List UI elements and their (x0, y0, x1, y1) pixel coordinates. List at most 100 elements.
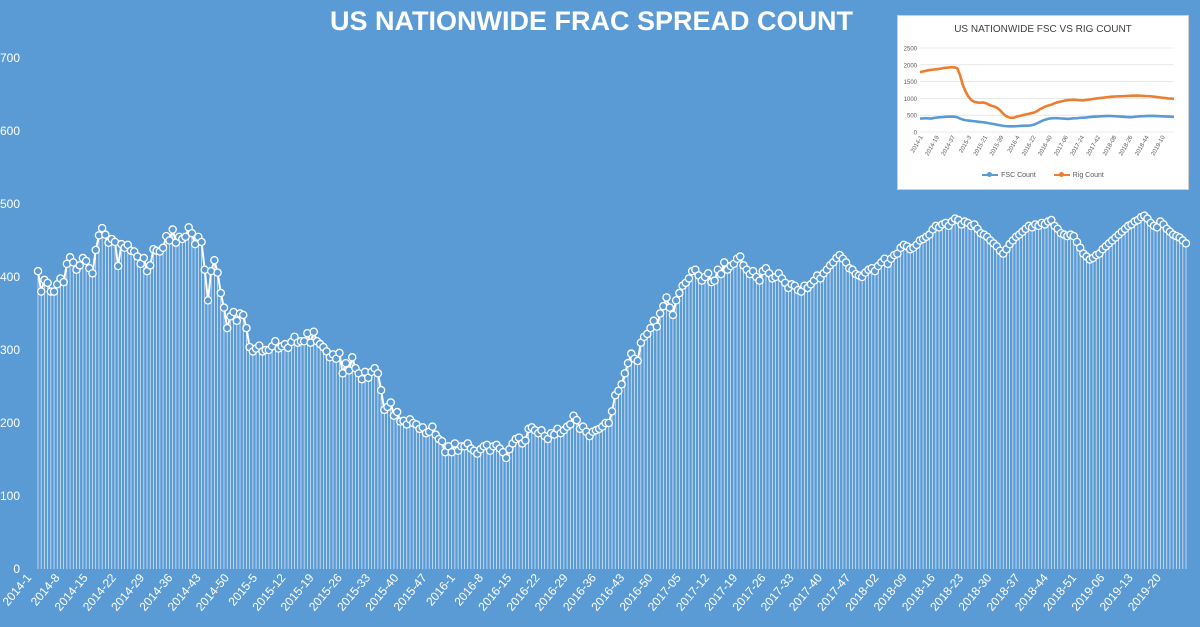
y-tick-label: 200 (0, 416, 20, 430)
inset-x-tick-label: 2015-39 (989, 134, 1006, 157)
data-point (566, 420, 575, 429)
data-point (33, 266, 43, 276)
y-tick-label: 500 (0, 197, 20, 211)
data-point (101, 230, 110, 239)
inset-x-tick-label: 2014-37 (941, 134, 958, 157)
data-point (386, 398, 395, 407)
data-point (341, 358, 351, 368)
inset-y-tick-label: 0 (914, 131, 918, 137)
data-point (113, 261, 123, 271)
data-point (501, 453, 511, 463)
y-tick-label: 300 (0, 343, 20, 357)
data-point (620, 369, 630, 378)
y-tick-label: 600 (0, 124, 20, 138)
data-point (655, 309, 665, 318)
data-point (668, 310, 678, 320)
data-point (210, 255, 219, 265)
data-point (81, 256, 91, 266)
data-point (139, 253, 149, 263)
data-point (59, 277, 68, 287)
data-point (614, 386, 623, 396)
data-point (232, 316, 242, 326)
data-point (348, 353, 357, 362)
drop-lines (37, 215, 1187, 569)
data-point (684, 274, 694, 283)
y-tick-label: 0 (13, 562, 20, 576)
data-point (755, 276, 764, 285)
data-point (242, 323, 251, 333)
x-tick-label: 2014-1 (0, 571, 35, 609)
inset-y-tick-label: 1000 (904, 97, 918, 103)
data-point (91, 245, 100, 255)
inset-y-tick-label: 1500 (904, 80, 918, 86)
data-point (521, 436, 530, 445)
data-point (43, 278, 52, 288)
inset-x-tick-label: 2016-40 (1038, 134, 1055, 157)
legend-item-rig: Rig Count (1053, 172, 1104, 179)
inset-y-tick-label: 500 (907, 114, 918, 120)
y-tick-label: 400 (0, 270, 20, 284)
inset-x-tick-label: 2016-4 (1007, 134, 1022, 154)
data-point (572, 415, 581, 425)
data-point (392, 407, 402, 417)
inset-x-tick-label: 2018-08 (1102, 134, 1119, 157)
data-point (1181, 239, 1191, 248)
data-point (719, 258, 729, 267)
data-point (238, 310, 248, 320)
data-point (373, 369, 383, 378)
data-point (671, 296, 681, 305)
inset-y-tick-label: 2500 (904, 47, 918, 53)
legend-label-fsc: FSC Count (1001, 172, 1036, 179)
inset-x-tick-label: 2017-06 (1054, 134, 1071, 157)
data-point (633, 356, 642, 366)
inset-x-tick-label: 2019-10 (1151, 134, 1168, 157)
data-point (376, 385, 386, 395)
legend-label-rig: Rig Count (1072, 172, 1104, 179)
legend-swatch-rig (1053, 172, 1070, 178)
inset-x-tick-label: 2018-26 (1118, 134, 1135, 157)
data-point (665, 303, 674, 312)
data-point (736, 252, 745, 261)
data-point (145, 261, 155, 270)
data-point (309, 327, 319, 336)
inset-series-line-fsc (919, 114, 1175, 128)
data-point (197, 237, 206, 247)
inset-x-tick-label: 2014-19 (925, 134, 942, 157)
inset-x-tick-label: 2017-24 (1070, 134, 1087, 157)
data-markers (33, 211, 1191, 463)
inset-series-line-rig (919, 65, 1175, 120)
y-tick-label: 700 (0, 51, 20, 65)
inset-chart-plot: 0 500 1000 1500 2000 2500 2014-1 2014-19 2014-37… (904, 47, 1175, 157)
data-point (49, 287, 59, 296)
x-tick-label: 2016-1 (423, 571, 458, 609)
data-point (428, 422, 437, 431)
legend-swatch-fsc (982, 172, 999, 178)
data-point (607, 407, 617, 416)
data-point (203, 296, 213, 305)
data-point (437, 436, 447, 446)
data-point (219, 303, 229, 312)
data-point (168, 225, 177, 234)
inset-chart-title: US NATIONWIDE FSC VS RIG COUNT (954, 24, 1132, 35)
chart-title: US NATIONWIDE FRAC SPREAD COUNT (330, 6, 853, 36)
data-point (158, 243, 168, 253)
data-point (75, 261, 84, 270)
inset-x-tick-label: 2015-3 (959, 134, 974, 154)
data-point (222, 323, 232, 333)
data-point (271, 336, 280, 346)
data-point (617, 380, 626, 389)
data-point (662, 293, 671, 302)
inset-x-tick-label: 2016-22 (1021, 134, 1038, 157)
inset-x-tick-label: 2015-21 (973, 134, 990, 157)
inset-y-tick-label: 2000 (904, 63, 918, 69)
data-point (181, 232, 190, 242)
inset-x-tick-label: 2018-44 (1134, 134, 1151, 157)
data-point (675, 288, 684, 298)
data-point (36, 287, 46, 296)
inset-legend: FSC Count Rig Count (898, 172, 1188, 179)
inset-chart: 0 500 1000 1500 2000 2500 2014-1 2014-19 2014-37… (897, 15, 1189, 190)
inset-x-tick-label: 2014-1 (910, 134, 925, 154)
legend-item-fsc: FSC Count (982, 172, 1036, 179)
data-point (652, 322, 662, 331)
